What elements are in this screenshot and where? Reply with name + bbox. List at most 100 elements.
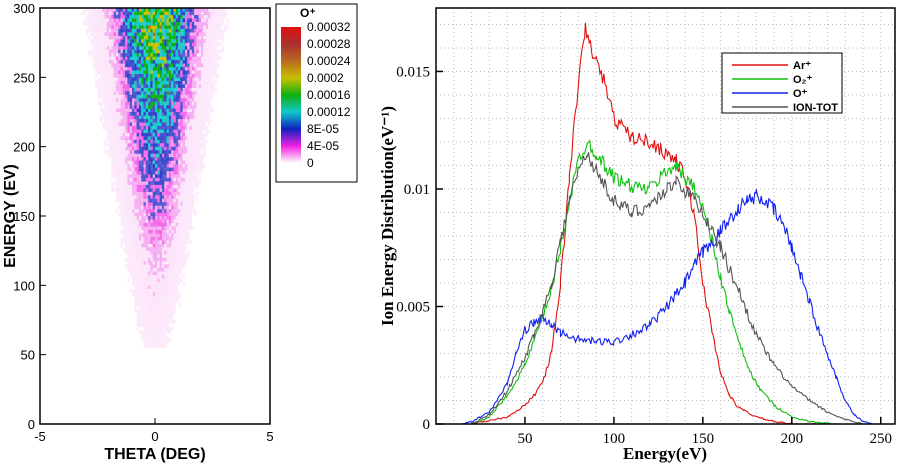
heatmap-cell bbox=[141, 288, 144, 293]
heatmap-cell bbox=[198, 53, 202, 57]
heatmap-cell bbox=[164, 139, 167, 144]
heatmap-cell bbox=[161, 84, 165, 88]
heatmap-cell bbox=[138, 247, 142, 251]
heatmap-cell bbox=[111, 181, 114, 185]
heatmap-cell bbox=[138, 77, 142, 81]
heatmap-cell bbox=[132, 164, 135, 168]
heatmap-cell bbox=[152, 219, 156, 224]
heatmap-cell bbox=[184, 14, 188, 19]
heatmap-cell bbox=[198, 118, 202, 123]
heatmap-cell bbox=[198, 177, 202, 182]
heatmap-cell bbox=[111, 60, 114, 64]
heatmap-cell bbox=[134, 14, 137, 19]
heatmap-cell bbox=[138, 323, 142, 328]
heatmap-cell bbox=[157, 268, 160, 272]
heatmap-cell bbox=[159, 42, 162, 47]
heatmap-cell bbox=[141, 243, 144, 248]
heatmap-cell bbox=[184, 222, 188, 227]
heatmap-cell bbox=[141, 118, 144, 123]
heatmap-cell bbox=[148, 167, 151, 172]
heatmap-cell bbox=[152, 250, 156, 255]
heatmap-cell bbox=[141, 143, 144, 147]
heatmap-cell bbox=[184, 153, 188, 158]
heatmap-cell bbox=[189, 132, 192, 137]
heatmap-cell bbox=[157, 195, 160, 199]
heatmap-cell bbox=[141, 236, 144, 241]
heatmap-cell bbox=[150, 285, 153, 289]
heatmap-cell bbox=[125, 53, 128, 57]
heatmap-cell bbox=[159, 77, 162, 81]
heatmap-cell bbox=[168, 112, 172, 116]
heatmap-cell bbox=[203, 60, 206, 64]
heatmap-cell bbox=[132, 195, 135, 199]
heatmap-cell bbox=[106, 70, 110, 74]
heatmap-cell bbox=[145, 35, 149, 40]
heatmap-cell bbox=[196, 108, 199, 113]
heatmap-cell bbox=[164, 18, 167, 22]
heatmap-cell bbox=[125, 212, 128, 217]
colorbar-swatch bbox=[281, 146, 301, 163]
heatmap-cell bbox=[102, 8, 105, 12]
heatmap-cell bbox=[148, 316, 151, 321]
heatmap-cell bbox=[129, 177, 133, 182]
heatmap-cell bbox=[161, 261, 165, 265]
heatmap-cell bbox=[182, 150, 185, 154]
heatmap-cell bbox=[125, 139, 128, 144]
heatmap-cell bbox=[166, 8, 169, 12]
heatmap-cell bbox=[127, 254, 130, 258]
heatmap-cell bbox=[95, 63, 98, 68]
heatmap-cell bbox=[189, 157, 192, 161]
heatmap-cell bbox=[168, 132, 172, 137]
heatmap-cell bbox=[164, 261, 167, 265]
heatmap-cell bbox=[207, 91, 211, 95]
heatmap-cell bbox=[115, 129, 119, 133]
heatmap-cell bbox=[118, 101, 121, 106]
heatmap-cell bbox=[157, 243, 160, 248]
heatmap-cell bbox=[132, 240, 135, 244]
heatmap-cell bbox=[129, 14, 133, 19]
heatmap-cell bbox=[143, 261, 146, 265]
heatmap-cell bbox=[201, 91, 204, 95]
heatmap-cell bbox=[198, 84, 202, 88]
heatmap-cell bbox=[189, 73, 192, 78]
heatmap-cell bbox=[125, 216, 128, 220]
heatmap-cell bbox=[155, 84, 158, 88]
heatmap-cell bbox=[115, 98, 119, 102]
heatmap-cell bbox=[127, 53, 130, 57]
heatmap-cell bbox=[203, 94, 206, 99]
heatmap-cell bbox=[159, 167, 162, 172]
heatmap-cell bbox=[152, 35, 156, 40]
heatmap-cell bbox=[187, 212, 190, 217]
heatmap-cell bbox=[129, 174, 133, 178]
heatmap-cell bbox=[168, 191, 172, 196]
heatmap-cell bbox=[203, 53, 206, 57]
heatmap-cell bbox=[106, 115, 110, 120]
heatmap-cell bbox=[125, 8, 128, 12]
heatmap-cell bbox=[189, 143, 192, 147]
heatmap-cell bbox=[157, 226, 160, 230]
heatmap-cell bbox=[145, 80, 149, 85]
heatmap-cell bbox=[178, 77, 181, 81]
heatmap-cell bbox=[203, 132, 206, 137]
heatmap-cell bbox=[148, 302, 151, 307]
heatmap-cell bbox=[118, 21, 121, 26]
heatmap-cell bbox=[166, 77, 169, 81]
heatmap-cell bbox=[173, 222, 176, 227]
heatmap-cell bbox=[118, 181, 121, 185]
heatmap-cell bbox=[180, 18, 183, 22]
heatmap-cell bbox=[95, 8, 98, 12]
heatmap-cell bbox=[189, 91, 192, 95]
heatmap-cell bbox=[152, 118, 156, 123]
heatmap-cell bbox=[157, 129, 160, 133]
heatmap-cell bbox=[161, 49, 165, 54]
heatmap-cell bbox=[175, 94, 179, 99]
heatmap-cell bbox=[136, 98, 139, 102]
heatmap-cell bbox=[152, 115, 156, 120]
heatmap-cell bbox=[157, 233, 160, 237]
heatmap-cell bbox=[115, 42, 119, 47]
heatmap-cell bbox=[118, 177, 121, 182]
heatmap-cell bbox=[159, 129, 162, 133]
heatmap-cell bbox=[155, 150, 158, 154]
heatmap-cell bbox=[175, 8, 179, 12]
heatmap-cell bbox=[191, 108, 195, 113]
